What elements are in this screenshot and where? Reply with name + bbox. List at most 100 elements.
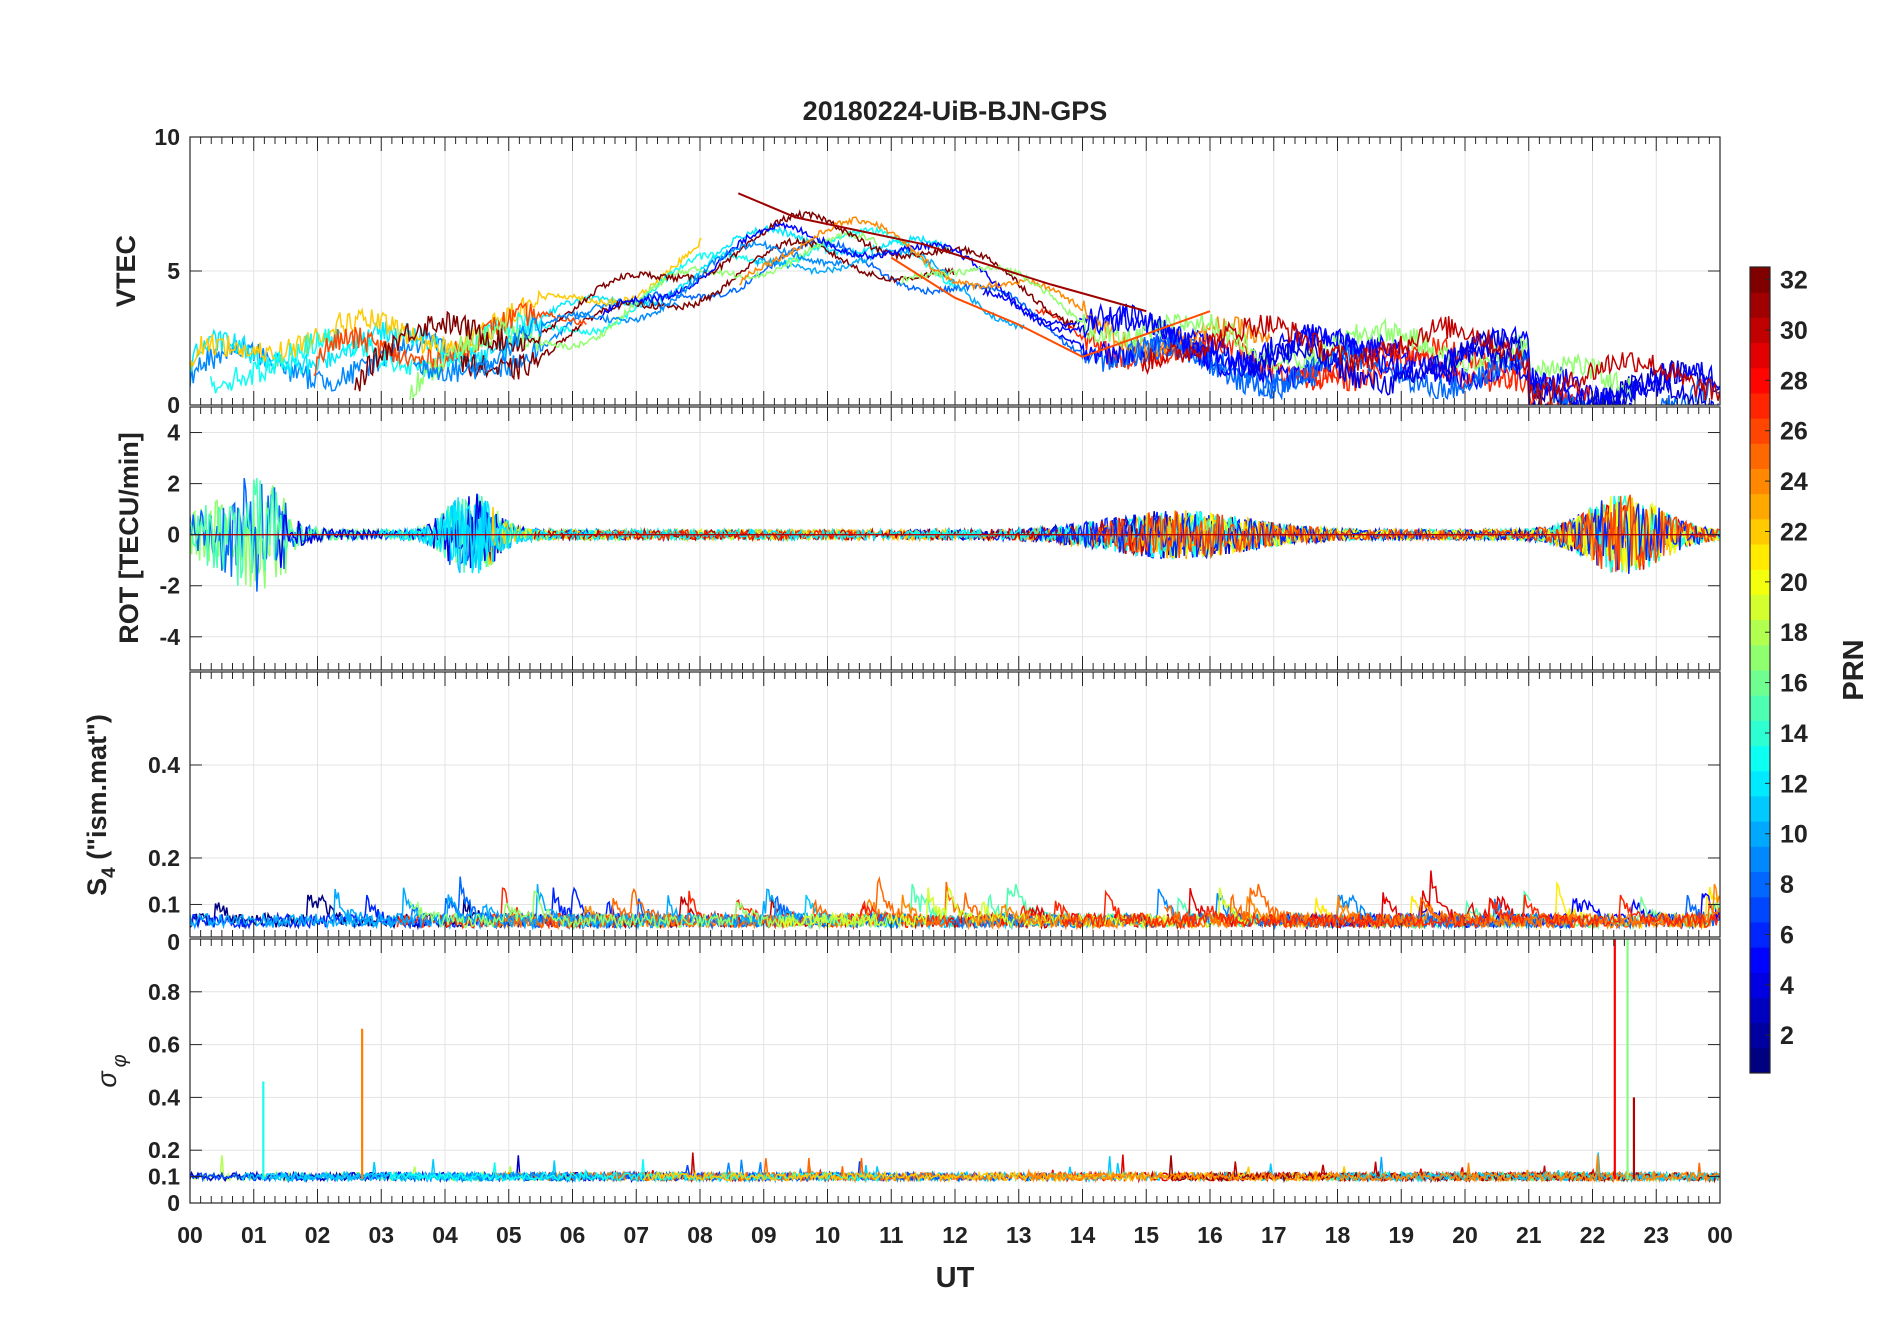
colorbar-swatch xyxy=(1750,972,1770,998)
colorbar-swatch xyxy=(1750,544,1770,570)
x-tick-label: 14 xyxy=(1070,1222,1096,1248)
y-tick-label: 10 xyxy=(154,124,180,150)
colorbar-tick-label: 4 xyxy=(1780,972,1794,1000)
y-tick-label: 0.4 xyxy=(148,752,180,778)
y-tick-label: 0.2 xyxy=(148,1137,180,1163)
y-tick-label: 0 xyxy=(167,392,180,418)
vtec-frame xyxy=(189,136,1721,406)
colorbar-tick-label: 10 xyxy=(1780,821,1808,849)
colorbar-swatch xyxy=(1750,997,1770,1024)
colorbar-swatch xyxy=(1750,569,1770,595)
vtec-trace-prn-31 xyxy=(737,192,1147,313)
colorbar-swatch xyxy=(1750,720,1770,747)
x-tick-label: 11 xyxy=(879,1222,904,1248)
x-tick-label: 06 xyxy=(560,1222,586,1248)
colorbar-tick-label: 20 xyxy=(1780,569,1808,597)
x-tick-label: 09 xyxy=(751,1222,777,1248)
sigma-phi-y-tick-labels: 00.10.2 0.4 0.6 0.8 xyxy=(148,979,180,1216)
sigma_phi-trace-prn-24 xyxy=(1026,1154,1720,1184)
colorbar-swatch xyxy=(1750,468,1770,495)
colorbar-swatch xyxy=(1750,619,1770,646)
x-tick-label: 13 xyxy=(1006,1222,1032,1248)
s4-y-axis-label: S4 ("ism.mat") xyxy=(82,714,120,896)
colorbar-swatch xyxy=(1750,594,1770,621)
x-axis-label: UT xyxy=(936,1262,975,1294)
vtec-trace-prn-26 xyxy=(313,301,587,377)
y-tick-label: 0.8 xyxy=(148,979,180,1005)
colorbar-swatch xyxy=(1750,821,1770,847)
colorbar-tick-label: 26 xyxy=(1780,418,1808,446)
colorbar-swatch xyxy=(1750,770,1770,797)
colorbar-swatch xyxy=(1750,1022,1770,1049)
s4-minor-ticks xyxy=(189,672,1721,937)
x-tick-label: 03 xyxy=(368,1222,394,1248)
s4-trace-prn-17 xyxy=(409,890,878,931)
y-tick-label: 0.1 xyxy=(148,1164,180,1190)
x-tick-label: 22 xyxy=(1580,1222,1606,1248)
s4-trace-prn-24 xyxy=(964,883,1720,931)
rot-series-lines xyxy=(190,477,1720,592)
colorbar-swatch xyxy=(1750,392,1770,419)
x-tick-label: 05 xyxy=(496,1222,522,1248)
colorbar-swatch xyxy=(1750,871,1770,898)
colorbar-tick-label: 30 xyxy=(1780,317,1808,345)
y-tick-label: 0.2 xyxy=(148,845,180,871)
figure-title: 20180224-UiB-BJN-GPS xyxy=(803,96,1108,126)
colorbar-tick-label: 14 xyxy=(1780,720,1808,748)
rot-trace-prn-27 xyxy=(599,527,866,543)
colorbar-swatch xyxy=(1750,493,1770,520)
colorbar-swatch xyxy=(1750,745,1770,772)
vtec-y-tick-labels: 0 5 10 xyxy=(154,124,180,418)
colorbar-swatch xyxy=(1750,443,1770,469)
rot-trace-prn-26 xyxy=(1095,494,1720,572)
x-tick-label: 00 xyxy=(1707,1222,1733,1248)
colorbar-swatch xyxy=(1750,1047,1770,1074)
colorbar-tick-label: 32 xyxy=(1780,267,1808,295)
vtec-trace-prn-32 xyxy=(460,237,955,381)
colorbar-tick-label: 16 xyxy=(1780,670,1808,698)
x-tick-label: 23 xyxy=(1643,1222,1669,1248)
colorbar-swatch xyxy=(1750,795,1770,822)
y-tick-label: 0.1 xyxy=(148,891,180,917)
colorbar-tick-label: 28 xyxy=(1780,367,1808,395)
y-tick-label: 0.4 xyxy=(148,1084,180,1110)
y-tick-label: 0 xyxy=(167,1190,180,1216)
x-tick-label: 04 xyxy=(432,1222,458,1248)
y-tick-label: -4 xyxy=(160,624,181,650)
vtec-minor-ticks xyxy=(189,136,1721,406)
colorbar-tick-label: 6 xyxy=(1780,921,1794,949)
y-tick-label: 2 xyxy=(167,471,180,497)
colorbar-swatch xyxy=(1750,644,1770,671)
s4-trace-prn-10 xyxy=(329,884,838,931)
s4-y-tick-labels: 0.1 0.2 0.4 xyxy=(148,752,180,917)
s4-trace-prn-27 xyxy=(1061,889,1720,931)
x-tick-label: 18 xyxy=(1325,1222,1351,1248)
sigma-phi-minor-ticks xyxy=(189,939,1721,1204)
vtec-gridlines xyxy=(190,137,1720,405)
rot-minor-ticks xyxy=(189,407,1721,670)
s4-label-rest: ("ism.mat") xyxy=(82,714,112,867)
vtec-trace-prn-27 xyxy=(1298,336,1591,405)
x-tick-label: 17 xyxy=(1261,1222,1287,1248)
colorbar-swatch xyxy=(1750,670,1770,696)
colorbar-swatch xyxy=(1750,267,1770,293)
s4-series-lines xyxy=(190,870,1720,931)
colorbar-swatch xyxy=(1750,518,1770,545)
colorbar-swatch xyxy=(1750,317,1770,344)
colorbar-tick-label: 8 xyxy=(1780,871,1794,899)
colorbar-swatch xyxy=(1750,342,1770,369)
x-tick-labels: 00 01 02 03 04 05 06 07 08 09 10 11 12 13 14 15 16 17 18 19… xyxy=(177,1222,1733,1248)
sigma-phi-panel: 00.10.20.40.60.8 0 σφ xyxy=(92,929,1721,1216)
vtec-panel: 0 5 10 VTEC xyxy=(111,124,1721,418)
vtec-trace-prn-26 xyxy=(890,256,1211,358)
colorbar-tick-label: 18 xyxy=(1780,619,1808,647)
s4-frame xyxy=(189,671,1721,938)
sigma-phi-label-sub: φ xyxy=(109,1054,131,1067)
x-tick-label: 15 xyxy=(1133,1222,1159,1248)
s4-label-main: S xyxy=(82,878,112,896)
s4-panel: 0.1 0.2 0.4 S4 ("ism.mat") xyxy=(82,671,1721,938)
sigma-phi-frame xyxy=(189,938,1721,1204)
x-tick-label: 19 xyxy=(1388,1222,1414,1248)
